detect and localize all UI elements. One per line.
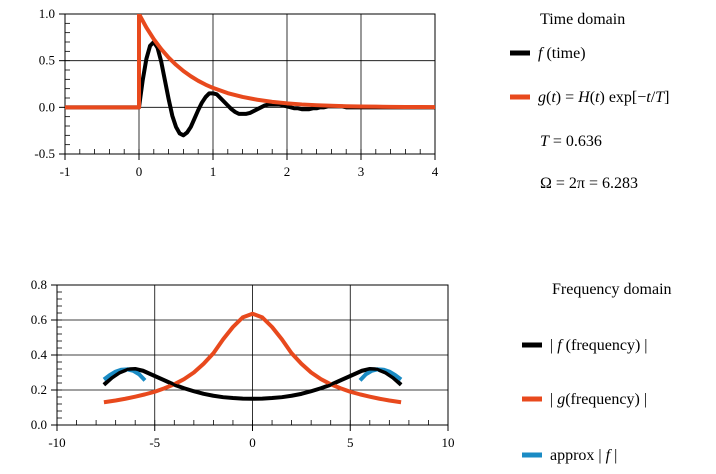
freq-x-tick-label: -5 — [149, 435, 160, 450]
time-legend-label-1: g(t) = H(t) exp[−t/T] — [538, 89, 669, 106]
time-x-tick-label: 3 — [358, 164, 365, 179]
freq-y-tick-label: 0.2 — [31, 382, 47, 397]
freq-legend-label-0: | f (frequency) | — [550, 337, 647, 354]
time-y-tick-label: -0.5 — [34, 146, 55, 161]
freq-series-1-line — [103, 311, 402, 405]
freq-y-tick-label: 0.4 — [31, 347, 48, 362]
freq-series-0-overlay — [102, 367, 403, 401]
time-x-tick-label: -1 — [60, 164, 71, 179]
time-series-0-line — [65, 40, 435, 138]
freq-x-tick-label: -10 — [48, 435, 65, 450]
freq-legend-title: Frequency domain — [552, 281, 672, 298]
time-y-tick-label: 0.5 — [39, 53, 55, 68]
time-series-1-line — [65, 14, 435, 110]
freq-y-tick-label: 0.6 — [31, 312, 48, 327]
time-legend-title: Time domain — [540, 11, 625, 28]
time-y-tick-label: 1.0 — [39, 6, 55, 21]
time-plot-frame — [64, 13, 436, 155]
time-x-tick-label: 2 — [284, 164, 291, 179]
freq-plot-frame — [56, 284, 449, 426]
time-y-tick-label: 0.0 — [39, 99, 55, 114]
time-x-tick-label: 0 — [136, 164, 143, 179]
freq-legend-label-1: | g(frequency) | — [550, 391, 647, 408]
time-chart: -1 0 1 2 3 4 -0.5 0.0 0.5 1.0 f (time) g(t) = H(t) … — [34, 6, 669, 192]
freq-y-tick-label: 0.8 — [31, 277, 47, 292]
freq-y-tick-label: 0.0 — [31, 417, 47, 432]
time-param-1: Ω = 2π = 6.283 — [540, 175, 638, 192]
freq-legend-label-2: approx | f | — [550, 447, 617, 464]
freq-x-tick-label: 0 — [249, 435, 256, 450]
time-legend-label-0: f (time) — [538, 45, 586, 62]
freq-x-tick-label: 10 — [442, 435, 455, 450]
time-param-0: T = 0.636 — [540, 133, 602, 150]
time-x-tick-label: 4 — [432, 164, 439, 179]
freq-chart: -10 -5 0 5 10 0.0 0.2 0.4 0.6 0.8 | f (frequency) … — [31, 277, 648, 464]
freq-x-tick-label: 5 — [347, 435, 354, 450]
time-x-tick-label: 1 — [210, 164, 217, 179]
